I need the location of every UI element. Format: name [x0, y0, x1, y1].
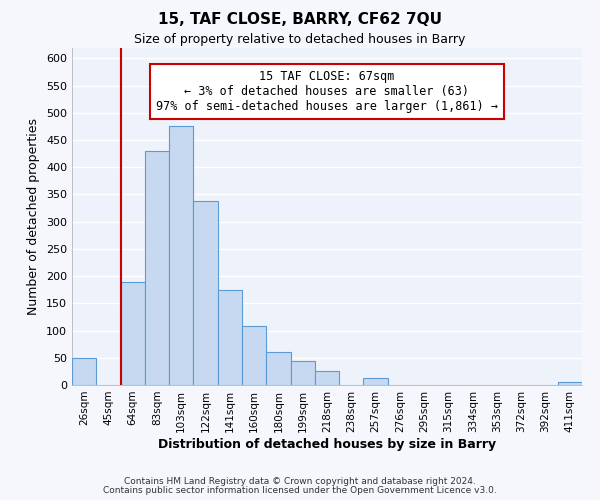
Bar: [558, 382, 582, 385]
Text: Contains public sector information licensed under the Open Government Licence v3: Contains public sector information licen…: [103, 486, 497, 495]
Text: 15 TAF CLOSE: 67sqm
← 3% of detached houses are smaller (63)
97% of semi-detache: 15 TAF CLOSE: 67sqm ← 3% of detached hou…: [156, 70, 498, 114]
Text: 15, TAF CLOSE, BARRY, CF62 7QU: 15, TAF CLOSE, BARRY, CF62 7QU: [158, 12, 442, 28]
Bar: [218, 290, 242, 385]
Bar: [364, 378, 388, 385]
Bar: [169, 126, 193, 385]
X-axis label: Distribution of detached houses by size in Barry: Distribution of detached houses by size …: [158, 438, 496, 450]
Bar: [266, 352, 290, 385]
Bar: [242, 326, 266, 385]
Bar: [290, 360, 315, 385]
Bar: [121, 282, 145, 385]
Bar: [193, 201, 218, 385]
Y-axis label: Number of detached properties: Number of detached properties: [28, 118, 40, 315]
Text: Size of property relative to detached houses in Barry: Size of property relative to detached ho…: [134, 32, 466, 46]
Text: Contains HM Land Registry data © Crown copyright and database right 2024.: Contains HM Land Registry data © Crown c…: [124, 477, 476, 486]
Bar: [315, 372, 339, 385]
Bar: [72, 358, 96, 385]
Bar: [145, 151, 169, 385]
